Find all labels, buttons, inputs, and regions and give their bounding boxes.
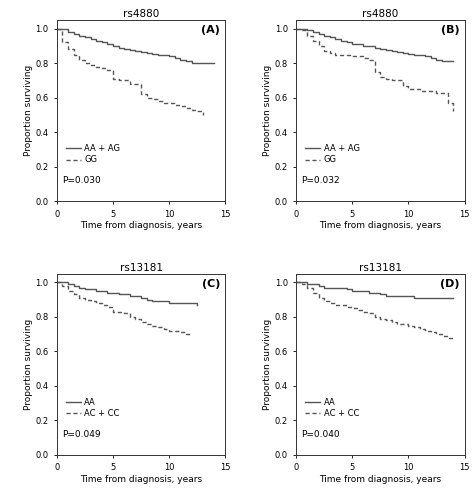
Text: (B): (B) bbox=[441, 26, 459, 36]
Text: P=0.030: P=0.030 bbox=[62, 176, 100, 185]
Text: P=0.032: P=0.032 bbox=[301, 176, 340, 185]
X-axis label: Time from diagnosis, years: Time from diagnosis, years bbox=[80, 222, 202, 230]
X-axis label: Time from diagnosis, years: Time from diagnosis, years bbox=[319, 475, 441, 484]
Legend: AA + AG, GG: AA + AG, GG bbox=[305, 144, 360, 165]
Y-axis label: Proportion surviving: Proportion surviving bbox=[24, 65, 33, 156]
Title: rs13181: rs13181 bbox=[119, 263, 163, 273]
Text: P=0.049: P=0.049 bbox=[62, 430, 100, 438]
Text: (A): (A) bbox=[201, 26, 220, 36]
Title: rs13181: rs13181 bbox=[359, 263, 402, 273]
Legend: AA + AG, GG: AA + AG, GG bbox=[66, 144, 120, 165]
Legend: AA, AC + CC: AA, AC + CC bbox=[305, 398, 359, 418]
Title: rs4880: rs4880 bbox=[123, 9, 159, 19]
X-axis label: Time from diagnosis, years: Time from diagnosis, years bbox=[80, 475, 202, 484]
Text: (C): (C) bbox=[202, 279, 220, 289]
Text: (D): (D) bbox=[440, 279, 459, 289]
Y-axis label: Proportion surviving: Proportion surviving bbox=[263, 319, 272, 410]
Y-axis label: Proportion surviving: Proportion surviving bbox=[263, 65, 272, 156]
Text: P=0.040: P=0.040 bbox=[301, 430, 340, 438]
Y-axis label: Proportion surviving: Proportion surviving bbox=[24, 319, 33, 410]
Title: rs4880: rs4880 bbox=[362, 9, 399, 19]
Legend: AA, AC + CC: AA, AC + CC bbox=[66, 398, 120, 418]
X-axis label: Time from diagnosis, years: Time from diagnosis, years bbox=[319, 222, 441, 230]
